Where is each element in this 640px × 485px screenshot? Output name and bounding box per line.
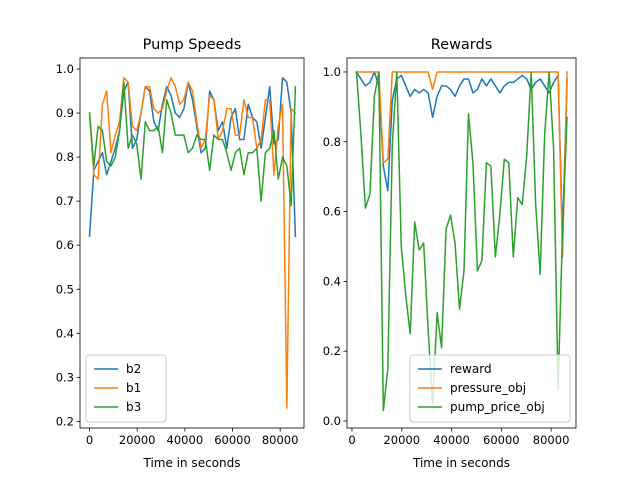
x-tick-label: 0 bbox=[86, 433, 93, 447]
legend-label-b3: b3 bbox=[126, 400, 141, 414]
pump-speeds-panel: 0 20000 40000 60000 80000 0.2 0.3 0.4 0.5 0.6 0.7 0… bbox=[56, 37, 305, 470]
y-tick-label: 0.8 bbox=[56, 150, 74, 164]
y-tick-label: 0.2 bbox=[323, 344, 341, 358]
axes-frame bbox=[79, 57, 305, 429]
x-tick-label: 0 bbox=[348, 433, 355, 447]
y-tick-label: 1.0 bbox=[323, 65, 341, 79]
chart-title: Pump Speeds bbox=[143, 37, 242, 53]
y-tick-label: 1.0 bbox=[56, 62, 74, 76]
y-tick-label: 0.9 bbox=[56, 106, 74, 120]
y-tick-label: 0.4 bbox=[323, 274, 341, 288]
legend-label-reward: reward bbox=[450, 362, 492, 376]
series-line-b3 bbox=[88, 81, 297, 207]
y-tick-label: 0.0 bbox=[323, 414, 341, 428]
legend-label-pump-price-obj: pump_price_obj bbox=[450, 400, 545, 414]
x-tick-label: 60000 bbox=[214, 433, 251, 447]
x-tick-label: 40000 bbox=[433, 433, 470, 447]
x-tick-label: 40000 bbox=[167, 433, 204, 447]
series-line-pump-price-obj bbox=[355, 71, 568, 412]
y-tick-label: 0.2 bbox=[56, 414, 74, 428]
legend-label-b1: b1 bbox=[126, 381, 141, 395]
y-tick-label: 0.5 bbox=[56, 282, 74, 296]
series-line-b1 bbox=[88, 77, 297, 409]
x-tick-label: 20000 bbox=[383, 433, 420, 447]
legend-label-b2: b2 bbox=[126, 362, 141, 376]
y-tick-label: 0.6 bbox=[323, 205, 341, 219]
axes-frame bbox=[346, 57, 577, 429]
y-tick-label: 0.8 bbox=[323, 135, 341, 149]
y-tick-label: 0.4 bbox=[56, 326, 74, 340]
legend-box bbox=[85, 354, 167, 423]
x-tick-label: 60000 bbox=[483, 433, 520, 447]
x-tick-label: 80000 bbox=[262, 433, 299, 447]
x-axis-label: Time in seconds bbox=[143, 456, 241, 470]
rewards-panel: 0 20000 40000 60000 80000 0.0 0.2 0.4 0.6 0.8 1.0 R… bbox=[323, 37, 577, 470]
x-axis-label: Time in seconds bbox=[412, 456, 510, 470]
legend-label-pressure-obj: pressure_obj bbox=[450, 381, 526, 395]
y-tick-label: 0.6 bbox=[56, 238, 74, 252]
legend: reward pressure_obj pump_price_obj bbox=[409, 354, 571, 423]
legend-box bbox=[409, 354, 571, 423]
y-tick-label: 0.7 bbox=[56, 194, 74, 208]
x-tick-label: 80000 bbox=[533, 433, 570, 447]
y-tick-label: 0.3 bbox=[56, 370, 74, 384]
legend: b2 b1 b3 bbox=[85, 354, 167, 423]
chart-title: Rewards bbox=[431, 37, 493, 53]
series-line-pressure-obj bbox=[355, 71, 568, 258]
x-tick-label: 20000 bbox=[119, 433, 156, 447]
